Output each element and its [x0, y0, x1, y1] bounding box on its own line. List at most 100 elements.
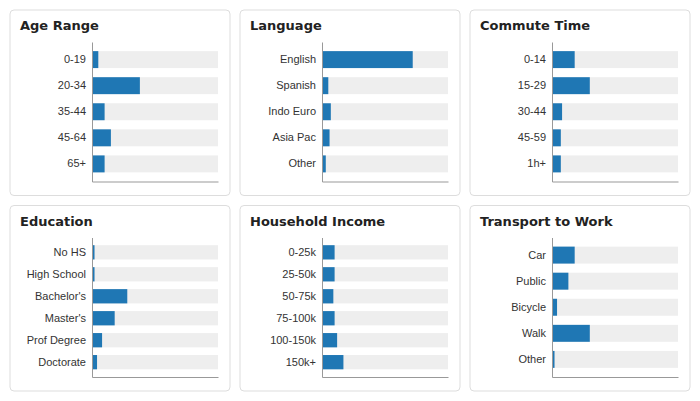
- bar-track: [552, 129, 678, 146]
- axis-line: [553, 182, 679, 183]
- bars: [92, 245, 218, 369]
- tick: Master's: [45, 312, 92, 324]
- tick: 1h+: [527, 157, 552, 169]
- bar-track: [322, 155, 448, 172]
- bar: [322, 51, 413, 68]
- tick: 0-14: [524, 53, 552, 65]
- bar: [322, 267, 335, 281]
- tick-label: Bachelor's: [35, 290, 87, 302]
- panel: Household Income0-25k25-50k50-75k75-100k…: [240, 206, 460, 392]
- bar-track: [552, 155, 678, 172]
- tick-label: No HS: [54, 246, 86, 258]
- tick: Car: [528, 249, 552, 261]
- chart-title: Transport to Work: [480, 214, 613, 229]
- bar-track: [92, 333, 218, 347]
- tick: Prof Degree: [27, 334, 92, 346]
- tick: 150k+: [286, 356, 322, 368]
- bar: [322, 245, 335, 259]
- bar-track: [552, 273, 678, 290]
- tick-label: Doctorate: [38, 356, 86, 368]
- bar-track: [322, 289, 448, 303]
- category-axis: 0-19 20-34 35-44 45-64 65+: [58, 43, 93, 183]
- category-axis: No HS High School Bachelor's Master's Prof D…: [27, 238, 93, 378]
- plot-area: CarPublicBicycleWalkOther: [511, 238, 678, 378]
- bar-track: [552, 299, 678, 316]
- bar-track: [552, 51, 678, 68]
- axis-line: [92, 43, 93, 183]
- value-axis: [553, 182, 679, 183]
- value-axis: [323, 182, 449, 183]
- value-axis: [323, 377, 449, 378]
- tick-label: 65+: [67, 157, 86, 169]
- tick-label: 45-59: [518, 131, 546, 143]
- axis-line: [92, 238, 93, 378]
- tick-label: Walk: [522, 327, 547, 339]
- axis-line: [322, 43, 323, 183]
- tick-label: 0-19: [64, 53, 86, 65]
- tick-label: 0-14: [524, 53, 546, 65]
- tick-label: 25-50k: [282, 268, 316, 280]
- bar: [322, 289, 333, 303]
- bar-track: [552, 103, 678, 120]
- tick-label: 20-34: [58, 79, 86, 91]
- axis-line: [323, 377, 449, 378]
- bar: [552, 51, 575, 68]
- axis-line: [323, 182, 449, 183]
- bar: [92, 333, 102, 347]
- bar-track: [92, 267, 218, 281]
- tick: 20-34: [58, 79, 92, 91]
- category-axis: 0-25k25-50k50-75k75-100k100-150k150k+: [270, 238, 322, 378]
- tick-label: 45-64: [58, 131, 86, 143]
- bar: [322, 333, 337, 347]
- category-axis: 0-14 15-29 30-44 45-59 1h+: [518, 43, 553, 183]
- axis-line: [552, 238, 553, 378]
- chart-title: Age Range: [20, 18, 99, 33]
- tick: 45-59: [518, 131, 552, 143]
- bar: [92, 77, 140, 94]
- bar-track: [92, 103, 218, 120]
- bars: [92, 51, 218, 172]
- bar: [552, 247, 575, 264]
- tick: No HS: [54, 246, 92, 258]
- bar-track: [322, 129, 448, 146]
- category-axis: CarPublicBicycleWalkOther: [511, 238, 552, 378]
- panel: LanguageEnglishSpanishIndo EuroAsia PacO…: [240, 10, 460, 196]
- tick: 100-150k: [270, 334, 322, 346]
- bar-track: [322, 311, 448, 325]
- bars: [552, 247, 678, 368]
- tick-label: Spanish: [276, 79, 316, 91]
- panel: Age Range 0-19 20-34 35-44 45-64 65+: [10, 10, 230, 196]
- panel-frame: [10, 10, 230, 196]
- bar: [322, 311, 335, 325]
- tick: 30-44: [518, 105, 552, 117]
- chart-title: Household Income: [250, 214, 385, 229]
- bar-track: [322, 51, 448, 68]
- category-axis: EnglishSpanishIndo EuroAsia PacOther: [268, 43, 322, 183]
- tick-label: Public: [516, 275, 546, 287]
- tick: 35-44: [58, 105, 92, 117]
- tick: Bachelor's: [35, 290, 92, 302]
- tick: Asia Pac: [273, 131, 322, 143]
- bar-track: [322, 267, 448, 281]
- tick-label: 100-150k: [270, 334, 316, 346]
- tick: Other: [288, 157, 322, 169]
- tick: Bicycle: [511, 301, 552, 313]
- tick-label: 35-44: [58, 105, 86, 117]
- axis-line: [93, 182, 219, 183]
- plot-area: 0-25k25-50k50-75k75-100k100-150k150k+: [270, 238, 448, 378]
- bar-track: [92, 289, 218, 303]
- panel: EducationNo HSHigh SchoolBachelor'sMaste…: [10, 206, 230, 392]
- value-axis: [93, 182, 219, 183]
- tick-label: High School: [27, 268, 86, 280]
- tick: 15-29: [518, 79, 552, 91]
- bar: [322, 355, 343, 369]
- panel-frame: [240, 10, 460, 196]
- bar-track: [552, 77, 678, 94]
- tick-label: Asia Pac: [273, 131, 317, 143]
- tick-label: Bicycle: [511, 301, 546, 313]
- axis-line: [553, 377, 679, 378]
- bar-track: [92, 355, 218, 369]
- tick-label: 0-25k: [288, 246, 316, 258]
- tick-label: Prof Degree: [27, 334, 86, 346]
- tick-label: 75-100k: [276, 312, 316, 324]
